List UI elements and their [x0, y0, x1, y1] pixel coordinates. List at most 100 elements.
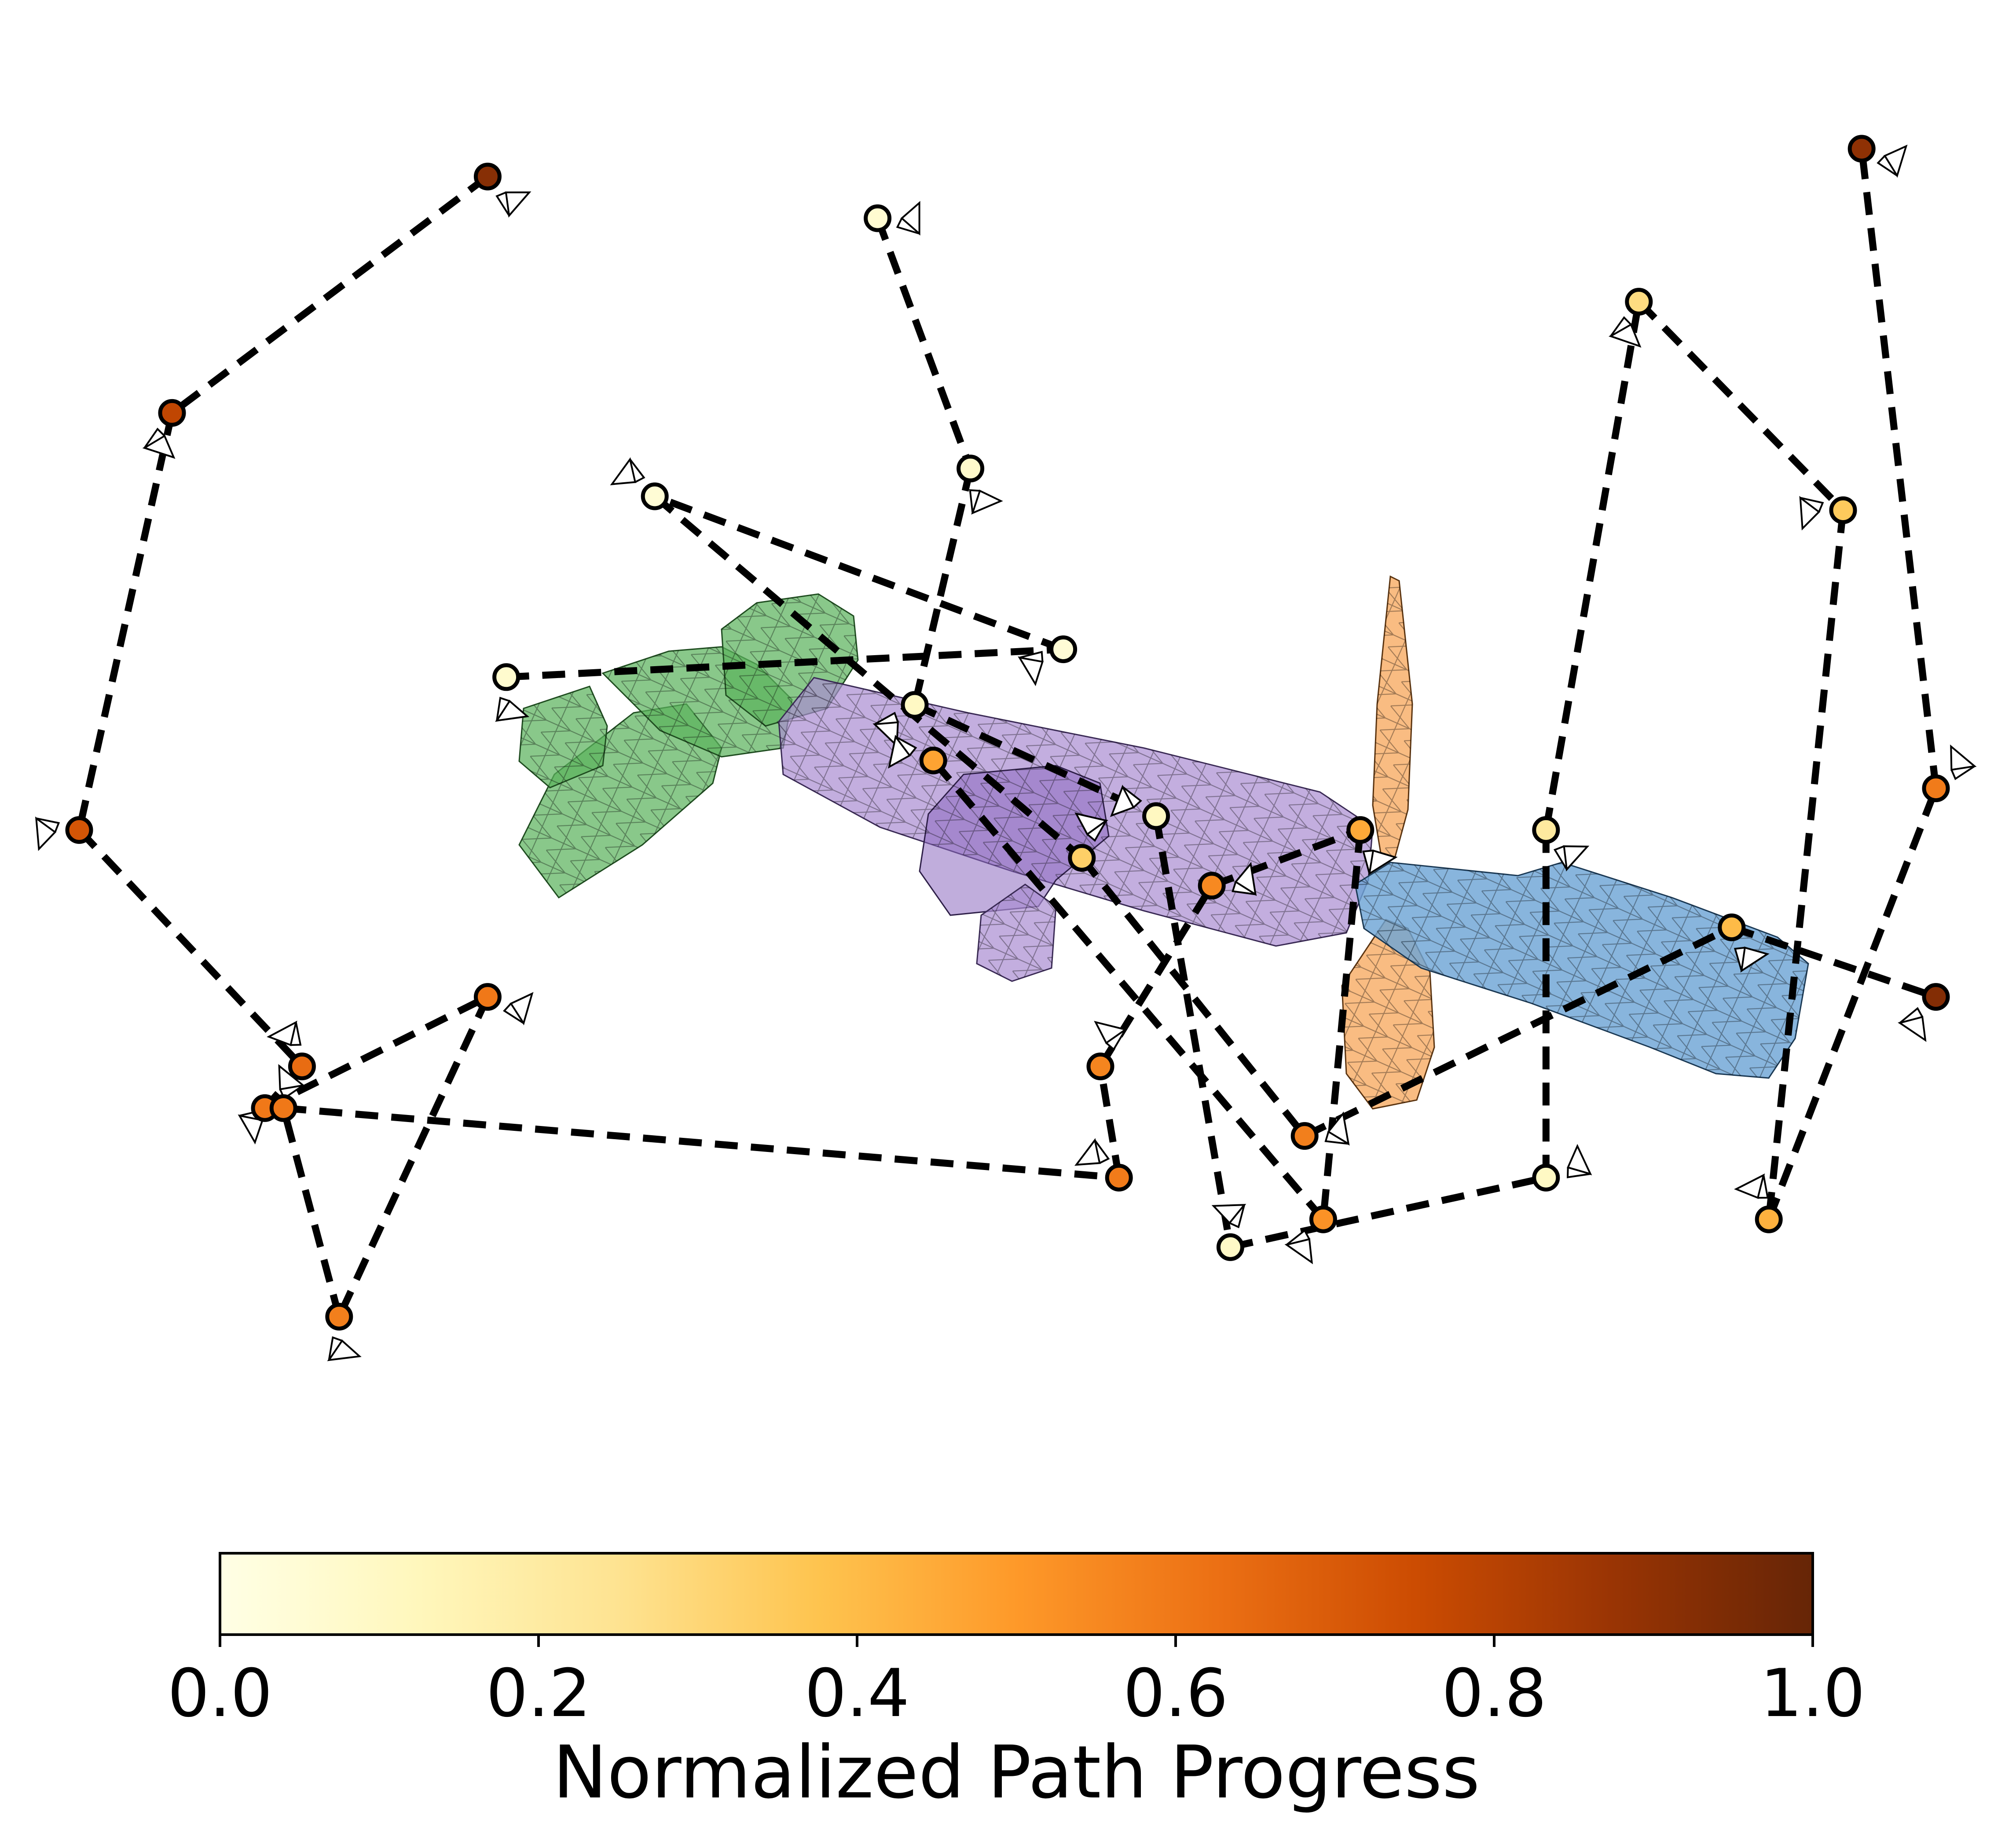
path-segment: [170, 173, 490, 416]
path-segment: [263, 994, 489, 1111]
camera-frustum-icon: [35, 816, 60, 851]
camera-frustum-icon: [872, 711, 899, 748]
camera-frustum-icon: [1094, 1020, 1128, 1051]
camera-frustum-icon: [267, 1020, 302, 1046]
waypoint-marker: [1290, 1122, 1319, 1150]
camera-frustum-icon: [1362, 849, 1398, 876]
path-segment: [1320, 829, 1364, 1220]
camera-frustum-icon: [1734, 1173, 1769, 1199]
waypoint-marker: [1309, 1205, 1337, 1233]
path-segment: [280, 1107, 343, 1318]
camera-frustum-icon: [1608, 316, 1642, 348]
waypoint-marker: [1755, 1205, 1783, 1233]
path-segment: [874, 217, 974, 470]
camera-frustum-icon: [1950, 744, 1977, 780]
camera-frustum-icon: [1074, 1138, 1110, 1166]
camera-path-segments: [76, 148, 1939, 1318]
waypoint-marker: [288, 1053, 316, 1081]
waypoint-marker: [1532, 816, 1560, 844]
colorbar-tick-label: 0.0: [168, 1655, 273, 1732]
waypoints: [65, 135, 1950, 1331]
waypoint-marker: [1718, 913, 1746, 942]
camera-frustum-icon: [1877, 144, 1908, 178]
camera-frustum-icon: [888, 734, 917, 769]
camera-frustum-icon: [1566, 1144, 1592, 1178]
camera-frustum-icon: [495, 697, 530, 722]
path-segment: [1303, 924, 1734, 1139]
camera-frustum-icon: [610, 457, 645, 485]
waypoint-marker: [1105, 1163, 1133, 1192]
path-segment: [336, 995, 491, 1318]
mesh-orange: [1341, 575, 1435, 1110]
waypoint-marker: [158, 399, 186, 427]
path-segment: [1097, 1066, 1123, 1178]
waypoint-marker: [65, 816, 93, 844]
path-segment: [911, 467, 974, 706]
path-segment: [652, 493, 1084, 861]
path-segment: [1542, 301, 1642, 831]
path-segment: [283, 1104, 1119, 1181]
path-segment: [1765, 787, 1939, 1221]
waypoint-marker: [473, 983, 502, 1011]
waypoint-marker: [1829, 496, 1857, 524]
waypoint-marker: [1068, 844, 1096, 872]
camera-frustum-icon: [1284, 1229, 1313, 1265]
path-segment: [1210, 826, 1362, 889]
waypoint-marker: [641, 482, 669, 510]
waypoint-marker: [325, 1302, 353, 1331]
path-segment: [1229, 1174, 1547, 1251]
mesh-purple: [778, 677, 1374, 982]
camera-frustum-icon: [896, 201, 920, 236]
path-segment: [1765, 510, 1847, 1220]
waypoint-marker: [1922, 983, 1950, 1011]
camera-frustum-icon: [1799, 496, 1824, 531]
camera-frustum-icon: [1553, 845, 1590, 872]
waypoint-marker: [1532, 1163, 1560, 1192]
path-segment: [1079, 855, 1308, 1138]
camera-frustum-icon: [1074, 812, 1109, 842]
waypoint-marker: [864, 204, 892, 232]
camera-frustum-icon: [1018, 651, 1044, 686]
camera-frustum-icon: [495, 191, 531, 218]
path-segment: [506, 645, 1063, 681]
path-segment: [76, 412, 176, 831]
waypoint-marker: [492, 663, 520, 691]
camera-frustum-icon: [327, 1336, 362, 1361]
waypoint-marker: [1198, 872, 1226, 900]
camera-frustum-icon: [142, 427, 176, 459]
path-segment: [913, 701, 1158, 820]
path-segment: [77, 827, 305, 1069]
camera-frustum-icon: [1734, 946, 1770, 973]
colorbar-label: Normalized Path Progress: [553, 1730, 1480, 1815]
camera-frustum-icon: [1324, 1111, 1350, 1146]
waypoint-marker: [269, 1094, 297, 1122]
waypoint-marker: [1346, 816, 1375, 844]
mesh-blue: [1354, 862, 1809, 1079]
colorbar-tick-label: 0.8: [1442, 1655, 1547, 1732]
waypoint-marker: [1922, 774, 1950, 803]
waypoint-marker: [1086, 1053, 1114, 1081]
colorbar-ticks: 0.0 0.2 0.4 0.6 0.8 1.0: [168, 1635, 1866, 1732]
waypoint-marker: [1625, 288, 1653, 316]
colorbar-ramp: [219, 1552, 1814, 1636]
waypoint-marker: [473, 162, 502, 191]
waypoint-marker: [957, 455, 985, 483]
path-segment: [653, 493, 1065, 653]
camera-frustum-icon: [1898, 1007, 1927, 1042]
camera-frustum-icon: [969, 489, 1003, 515]
path-segment: [931, 758, 1326, 1222]
camera-frustums: [35, 144, 1977, 1361]
path-segment: [1858, 148, 1939, 789]
waypoint-marker: [1142, 802, 1170, 830]
colorbar: 0.0 0.2 0.4 0.6 0.8 1.0 Normalized Path Progr…: [168, 1552, 1866, 1815]
colorbar-tick-label: 1.0: [1760, 1655, 1866, 1732]
colorbar-tick-label: 0.4: [805, 1655, 910, 1732]
path-segment: [1152, 815, 1234, 1248]
camera-frustum-icon: [1232, 862, 1257, 896]
waypoint-marker: [1216, 1233, 1244, 1261]
colorbar-tick-label: 0.6: [1123, 1655, 1228, 1732]
camera-frustum-icon: [1211, 1204, 1246, 1229]
waypoint-marker: [901, 691, 929, 719]
camera-frustum-icon: [1110, 785, 1142, 817]
